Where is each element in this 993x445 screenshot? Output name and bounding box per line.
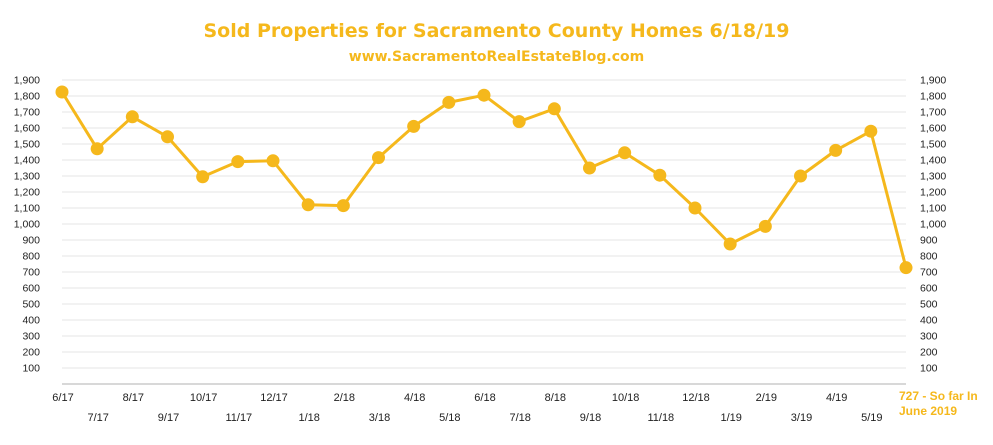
data-point xyxy=(653,168,667,182)
y-tick-label-left: 800 xyxy=(22,251,40,263)
x-axis: 6/17 7/17 8/17 9/17 10/17 11/17 12/17 1/18 2/18 3… xyxy=(52,383,906,424)
x-tick-label: 5/19 xyxy=(861,412,882,424)
y-tick-label-right: 300 xyxy=(920,331,938,343)
x-tick-label: 6/18 xyxy=(474,392,495,404)
x-tick-label: 7/17 xyxy=(87,412,108,424)
y-tick-label-left: 400 xyxy=(22,315,40,327)
data-point xyxy=(442,95,456,109)
x-tick-label: 11/18 xyxy=(647,412,674,424)
data-point xyxy=(407,119,421,133)
y-tick-label-left: 900 xyxy=(22,235,40,247)
data-point xyxy=(231,155,245,169)
data-point xyxy=(266,154,280,168)
y-axis-left: 100 200 300 400 500 600 700 800 900 1,000 1,100 1,2… xyxy=(14,75,40,375)
x-tick-label: 12/18 xyxy=(682,392,710,404)
data-point xyxy=(864,124,878,138)
x-tick-label: 11/17 xyxy=(225,412,252,424)
y-tick-label-left: 1,400 xyxy=(14,155,40,167)
data-point xyxy=(125,110,139,124)
series-line xyxy=(60,91,908,269)
data-point xyxy=(547,102,561,116)
y-tick-label-right: 1,900 xyxy=(920,75,946,87)
y-tick-label-left: 500 xyxy=(22,299,40,311)
data-point xyxy=(372,151,385,165)
y-tick-label-left: 1,000 xyxy=(14,219,40,231)
data-point xyxy=(336,199,350,213)
y-tick-label-right: 1,500 xyxy=(920,139,946,151)
y-tick-label-left: 300 xyxy=(22,331,40,343)
y-tick-label-right: 500 xyxy=(920,299,938,311)
y-tick-label-left: 1,900 xyxy=(14,75,40,87)
y-tick-label-right: 1,200 xyxy=(920,187,946,199)
data-point xyxy=(794,169,807,183)
annotation-line-2: June 2019 xyxy=(899,404,957,418)
y-tick-label-right: 1,600 xyxy=(920,123,946,135)
x-tick-label: 8/17 xyxy=(123,392,144,404)
data-point xyxy=(55,85,69,99)
y-tick-label-right: 400 xyxy=(920,315,938,327)
y-tick-label-left: 1,800 xyxy=(14,91,40,103)
y-tick-label-right: 900 xyxy=(920,235,938,247)
y-tick-label-right: 700 xyxy=(920,267,938,279)
data-point xyxy=(618,146,632,160)
x-tick-label: 2/19 xyxy=(756,392,777,404)
y-tick-label-left: 100 xyxy=(22,363,40,375)
y-tick-label-left: 1,500 xyxy=(14,139,40,151)
data-point xyxy=(723,237,737,251)
y-tick-label-left: 200 xyxy=(22,347,40,359)
data-point xyxy=(90,142,104,156)
x-tick-label: 9/17 xyxy=(158,412,179,424)
data-point xyxy=(196,170,210,184)
x-tick-label: 9/18 xyxy=(580,412,601,424)
y-tick-label-right: 1,800 xyxy=(920,91,946,103)
x-tick-label: 2/18 xyxy=(334,392,355,404)
x-tick-label: 8/18 xyxy=(545,392,566,404)
data-point xyxy=(161,130,174,144)
x-tick-label: 4/19 xyxy=(826,392,847,404)
x-tick-label: 1/19 xyxy=(720,412,741,424)
data-point xyxy=(758,219,772,233)
annotation: 727 - So far In June 2019 xyxy=(899,389,978,418)
data-point xyxy=(829,143,843,157)
x-tick-label: 6/17 xyxy=(52,392,73,404)
data-point xyxy=(477,88,491,102)
y-tick-label-right: 800 xyxy=(920,251,938,263)
data-point xyxy=(899,261,913,275)
annotation-line-1: 727 - So far In xyxy=(899,389,978,403)
x-tick-label: 12/17 xyxy=(260,392,288,404)
y-tick-label-right: 1,400 xyxy=(920,155,946,167)
data-point xyxy=(688,201,702,215)
x-tick-label: 3/18 xyxy=(369,412,390,424)
y-tick-label-left: 1,100 xyxy=(14,203,40,215)
y-tick-label-right: 100 xyxy=(920,363,938,375)
y-tick-label-right: 1,700 xyxy=(920,107,946,119)
chart-title: Sold Properties for Sacramento County Ho… xyxy=(203,20,790,42)
y-tick-label-left: 600 xyxy=(22,283,40,295)
y-tick-label-right: 200 xyxy=(920,347,938,359)
y-tick-label-left: 1,300 xyxy=(14,171,40,183)
x-tick-label: 7/18 xyxy=(509,412,530,424)
y-tick-label-right: 1,100 xyxy=(920,203,946,215)
y-tick-label-left: 1,600 xyxy=(14,123,40,135)
data-point xyxy=(583,161,596,175)
data-point xyxy=(512,115,526,129)
data-point xyxy=(301,198,315,212)
y-tick-label-right: 1,300 xyxy=(920,171,946,183)
y-tick-label-left: 700 xyxy=(22,267,40,279)
series-sold-properties xyxy=(55,85,913,275)
y-tick-label-left: 1,700 xyxy=(14,107,40,119)
y-tick-label-right: 600 xyxy=(920,283,938,295)
y-axis-right: 100 200 300 400 500 600 700 800 900 1,000 1,100 1,2… xyxy=(920,75,946,375)
chart-subtitle: www.SacramentoRealEstateBlog.com xyxy=(348,49,645,65)
x-tick-label: 10/17 xyxy=(190,392,218,404)
y-tick-label-right: 1,000 xyxy=(920,219,946,231)
gridlines xyxy=(62,79,906,369)
x-tick-label: 5/18 xyxy=(439,412,460,424)
x-tick-label: 10/18 xyxy=(612,392,640,404)
x-tick-label: 3/19 xyxy=(791,412,812,424)
x-tick-label: 1/18 xyxy=(298,412,319,424)
x-tick-label: 4/18 xyxy=(404,392,425,404)
y-tick-label-left: 1,200 xyxy=(14,187,40,199)
